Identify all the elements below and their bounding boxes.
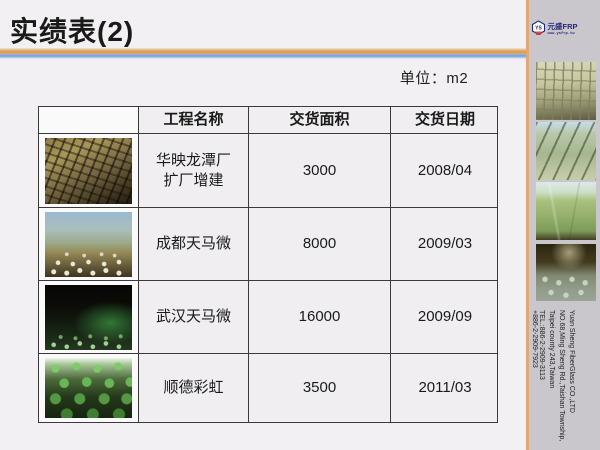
svg-text:www.ysfrp.tw: www.ysfrp.tw bbox=[548, 31, 576, 36]
svg-text:YS: YS bbox=[535, 26, 542, 32]
svg-text:元盛FRP: 元盛FRP bbox=[548, 21, 578, 31]
